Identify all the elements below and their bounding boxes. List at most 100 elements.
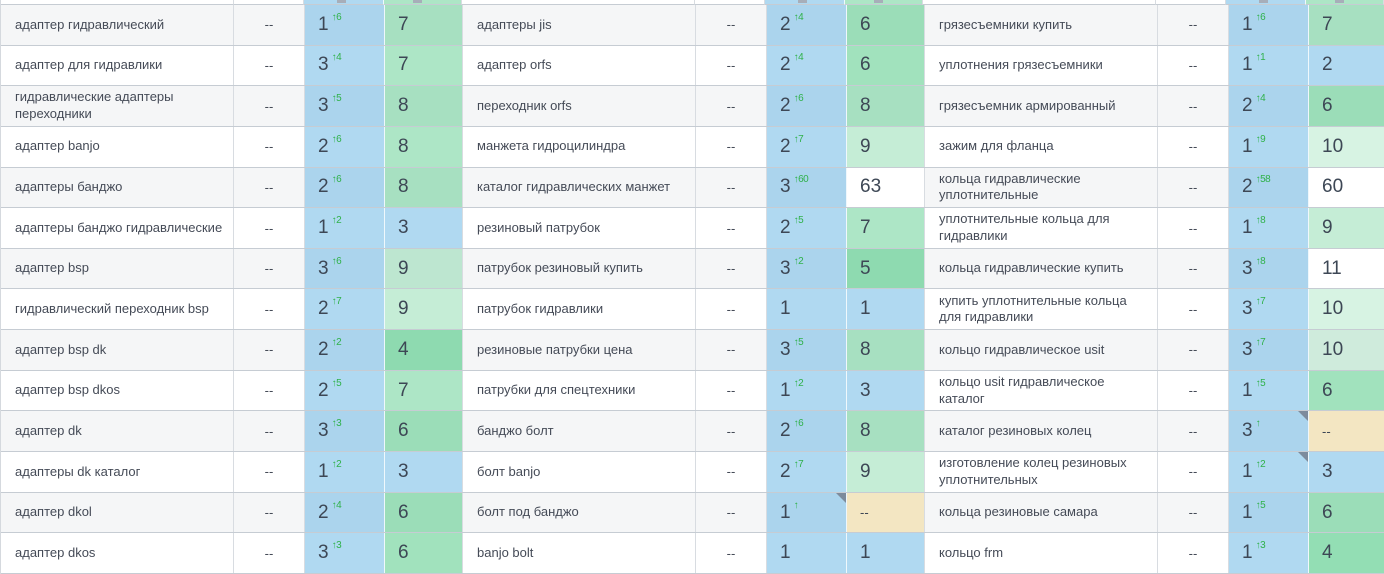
value-cell[interactable]: 10	[1309, 126, 1384, 167]
position-cell[interactable]: 3 ↑2	[767, 248, 847, 289]
value-cell[interactable]: 7	[1309, 5, 1384, 45]
position-cell[interactable]: 1 ↑5	[1229, 370, 1309, 411]
value-cell[interactable]: 3	[385, 208, 463, 248]
value-cell[interactable]: 6	[1309, 86, 1384, 126]
position-cell[interactable]: 2 ↑5	[305, 370, 385, 411]
value-cell[interactable]: 6	[1309, 370, 1384, 411]
keyword-cell[interactable]: адаптер bsp dkos	[1, 370, 234, 411]
keyword-cell[interactable]: кольца резиновые самара	[925, 492, 1158, 533]
keyword-cell[interactable]: кольца гидравлические купить	[925, 248, 1158, 289]
value-cell[interactable]: 7	[385, 370, 463, 411]
keyword-cell[interactable]: кольцо frm	[925, 533, 1158, 573]
position-cell[interactable]: 3 ↑7	[1229, 330, 1309, 370]
keyword-cell[interactable]: грязесъемники купить	[925, 5, 1158, 45]
keyword-cell[interactable]: патрубок резиновый купить	[463, 248, 696, 289]
position-cell[interactable]: 2 ↑6	[767, 411, 847, 452]
keyword-cell[interactable]: изготовление колец резиновых уплотнитель…	[925, 452, 1158, 492]
value-cell[interactable]: 3	[1309, 452, 1384, 492]
position-cell[interactable]: 2 ↑6	[305, 126, 385, 167]
value-cell[interactable]: 7	[385, 45, 463, 86]
position-cell[interactable]: 1 ↑2	[305, 208, 385, 248]
value-cell[interactable]: 11	[1309, 248, 1384, 289]
value-cell[interactable]: 10	[1309, 289, 1384, 330]
position-cell[interactable]: 3 ↑4	[305, 45, 385, 86]
value-cell[interactable]: 6	[847, 5, 925, 45]
keyword-cell[interactable]: адаптер dk	[1, 411, 234, 452]
value-cell[interactable]: 9	[385, 248, 463, 289]
keyword-cell[interactable]: грязесъемник армированный	[925, 86, 1158, 126]
position-cell[interactable]: 1 ↑2	[767, 370, 847, 411]
keyword-cell[interactable]: зажим для фланца	[925, 126, 1158, 167]
value-cell[interactable]: 9	[385, 289, 463, 330]
value-cell[interactable]: 4	[385, 330, 463, 370]
keyword-cell[interactable]: банджо болт	[463, 411, 696, 452]
position-cell[interactable]: 3 ↑8	[1229, 248, 1309, 289]
keyword-cell[interactable]: адаптеры jis	[463, 5, 696, 45]
value-cell[interactable]: 1	[847, 533, 925, 573]
keyword-cell[interactable]: патрубки для спецтехники	[463, 370, 696, 411]
position-cell[interactable]: 2 ↑4	[767, 5, 847, 45]
keyword-cell[interactable]: адаптеры банджо	[1, 167, 234, 208]
value-cell[interactable]: 6	[1309, 492, 1384, 533]
keyword-cell[interactable]: болт banjo	[463, 452, 696, 492]
value-cell[interactable]: 9	[1309, 208, 1384, 248]
value-cell[interactable]: 5	[847, 248, 925, 289]
position-cell[interactable]: 2 ↑6	[305, 167, 385, 208]
value-cell[interactable]: 8	[847, 86, 925, 126]
keyword-cell[interactable]: купить уплотнительные кольца для гидравл…	[925, 289, 1158, 330]
value-cell[interactable]: --	[1309, 411, 1384, 452]
value-cell[interactable]: 7	[847, 208, 925, 248]
keyword-cell[interactable]: гидравлические адаптеры переходники	[1, 86, 234, 126]
keyword-cell[interactable]: адаптер гидравлический	[1, 5, 234, 45]
value-cell[interactable]: 8	[385, 126, 463, 167]
position-cell[interactable]: 1 ↑6	[1229, 5, 1309, 45]
value-cell[interactable]: 6	[385, 411, 463, 452]
value-cell[interactable]: 9	[847, 452, 925, 492]
position-cell[interactable]: 1	[767, 289, 847, 330]
value-cell[interactable]: 10	[1309, 330, 1384, 370]
position-cell[interactable]: 2 ↑7	[767, 126, 847, 167]
value-cell[interactable]: 8	[847, 411, 925, 452]
keyword-cell[interactable]: адаптеры dk каталог	[1, 452, 234, 492]
position-cell[interactable]: 2 ↑58	[1229, 167, 1309, 208]
position-cell[interactable]: 2 ↑5	[767, 208, 847, 248]
value-cell[interactable]: 7	[385, 5, 463, 45]
value-cell[interactable]: 60	[1309, 167, 1384, 208]
keyword-cell[interactable]: гидравлический переходник bsp	[1, 289, 234, 330]
keyword-cell[interactable]: кольца гидравлические уплотнительные	[925, 167, 1158, 208]
position-cell[interactable]: 1	[767, 533, 847, 573]
value-cell[interactable]: 6	[385, 492, 463, 533]
value-cell[interactable]: 8	[385, 167, 463, 208]
position-cell[interactable]: 1 ↑8	[1229, 208, 1309, 248]
position-cell[interactable]: 2 ↑4	[1229, 86, 1309, 126]
position-cell[interactable]: 1 ↑	[767, 492, 847, 533]
position-cell[interactable]: 1 ↑2	[1229, 452, 1309, 492]
value-cell[interactable]: 6	[847, 45, 925, 86]
position-cell[interactable]: 3 ↑6	[305, 248, 385, 289]
position-cell[interactable]: 3 ↑3	[305, 411, 385, 452]
keyword-cell[interactable]: banjo bolt	[463, 533, 696, 573]
position-cell[interactable]: 2 ↑4	[767, 45, 847, 86]
keyword-cell[interactable]: адаптер dkos	[1, 533, 234, 573]
position-cell[interactable]: 2 ↑7	[305, 289, 385, 330]
keyword-cell[interactable]: резиновый патрубок	[463, 208, 696, 248]
position-cell[interactable]: 1 ↑1	[1229, 45, 1309, 86]
keyword-cell[interactable]: адаптер dkol	[1, 492, 234, 533]
value-cell[interactable]: --	[847, 492, 925, 533]
keyword-cell[interactable]: кольцо usit гидравлическое каталог	[925, 370, 1158, 411]
position-cell[interactable]: 3 ↑5	[305, 86, 385, 126]
keyword-cell[interactable]: адаптер banjo	[1, 126, 234, 167]
position-cell[interactable]: 1 ↑2	[305, 452, 385, 492]
position-cell[interactable]: 3 ↑5	[767, 330, 847, 370]
position-cell[interactable]: 1 ↑6	[305, 5, 385, 45]
keyword-cell[interactable]: уплотнения грязесъемники	[925, 45, 1158, 86]
value-cell[interactable]: 3	[847, 370, 925, 411]
value-cell[interactable]: 8	[385, 86, 463, 126]
value-cell[interactable]: 6	[385, 533, 463, 573]
keyword-cell[interactable]: патрубок гидравлики	[463, 289, 696, 330]
position-cell[interactable]: 1 ↑3	[1229, 533, 1309, 573]
value-cell[interactable]: 9	[847, 126, 925, 167]
keyword-cell[interactable]: манжета гидроцилиндра	[463, 126, 696, 167]
value-cell[interactable]: 8	[847, 330, 925, 370]
keyword-cell[interactable]: адаптер для гидравлики	[1, 45, 234, 86]
